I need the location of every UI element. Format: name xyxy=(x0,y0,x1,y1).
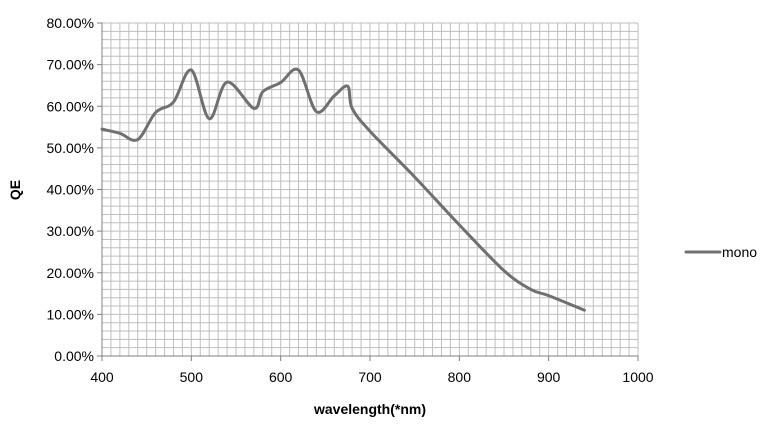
data-point-mono xyxy=(333,94,336,97)
x-tick-label: 1000 xyxy=(622,369,653,385)
data-point-mono xyxy=(118,132,121,135)
axes xyxy=(97,22,639,361)
data-point-mono xyxy=(583,309,586,312)
y-axis-title: QE xyxy=(7,180,23,200)
data-point-mono xyxy=(279,81,282,84)
y-tick-label: 70.00% xyxy=(47,57,94,73)
data-point-mono xyxy=(458,223,461,226)
series-layer xyxy=(100,67,586,312)
x-tick-label: 800 xyxy=(448,369,472,385)
data-point-mono xyxy=(208,117,211,120)
y-tick-label: 10.00% xyxy=(47,306,94,322)
grid xyxy=(101,22,639,357)
data-point-mono xyxy=(101,128,104,131)
data-point-mono xyxy=(529,288,532,291)
y-tick-label: 20.00% xyxy=(47,265,94,281)
x-axis-title: wavelength(*nm) xyxy=(313,401,426,417)
data-point-mono xyxy=(413,176,416,179)
data-point-mono xyxy=(369,130,372,133)
y-tick-label: 40.00% xyxy=(47,182,94,198)
data-point-mono xyxy=(252,107,255,110)
y-tick-label: 80.00% xyxy=(47,15,94,31)
data-point-mono xyxy=(190,69,193,72)
x-tick-label: 900 xyxy=(537,369,561,385)
x-tick-label: 600 xyxy=(269,369,293,385)
y-tick-label: 30.00% xyxy=(47,223,94,239)
data-point-mono xyxy=(172,101,175,104)
data-point-mono xyxy=(315,110,318,113)
legend-label-mono: mono xyxy=(722,244,757,260)
x-tick-label: 500 xyxy=(180,369,204,385)
x-tick-label: 700 xyxy=(358,369,382,385)
legend: mono xyxy=(684,244,757,260)
x-tick-label: 400 xyxy=(90,369,114,385)
y-tick-label: 60.00% xyxy=(47,98,94,114)
y-tick-label: 50.00% xyxy=(47,140,94,156)
data-point-mono xyxy=(346,85,349,88)
data-point-mono xyxy=(261,90,264,93)
tick-labels: 0.00% 10.00% 20.00% 30.00% 40.00% 50.00% 60.00… xyxy=(47,15,654,385)
data-point-mono xyxy=(297,69,300,72)
y-tick-label: 0.00% xyxy=(54,348,94,364)
data-point-mono xyxy=(351,107,354,110)
data-point-mono xyxy=(154,111,157,114)
data-point-mono xyxy=(503,269,506,272)
data-point-mono xyxy=(136,138,139,141)
series-line-mono xyxy=(100,67,586,312)
data-point-mono xyxy=(547,294,550,297)
data-point-mono xyxy=(226,81,229,84)
